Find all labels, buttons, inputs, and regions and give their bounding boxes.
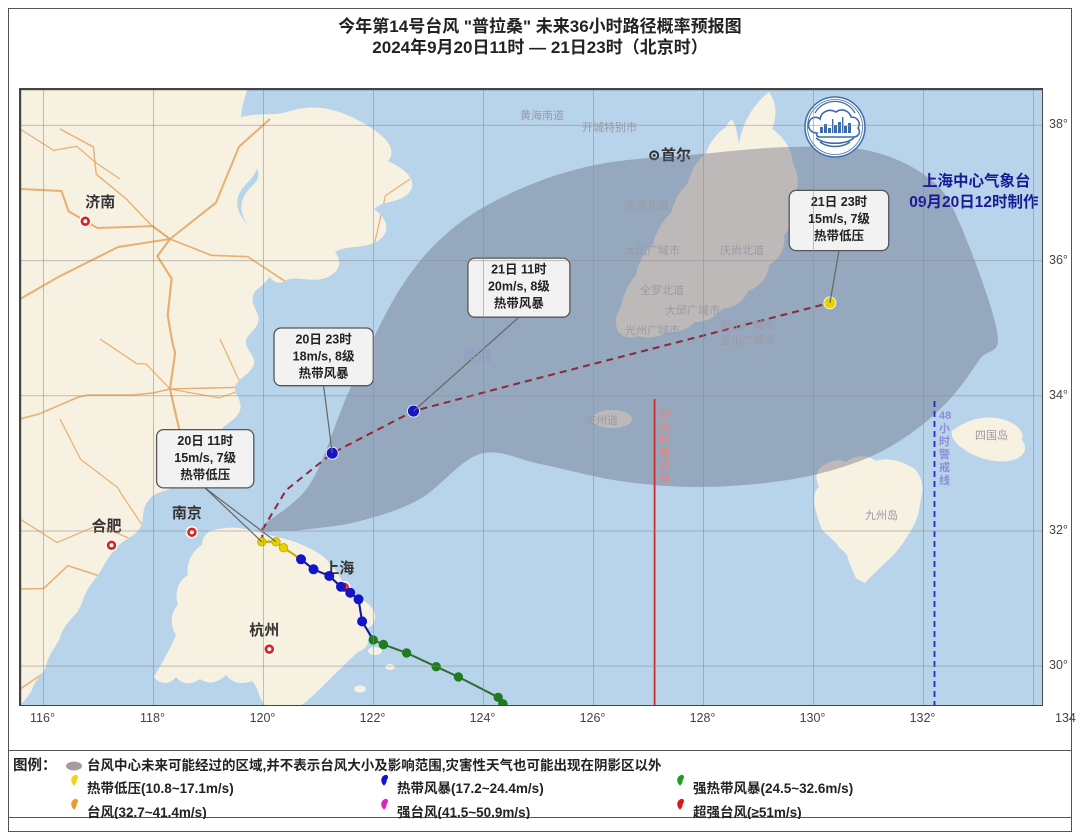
svg-text:台风中心未来可能经过的区域,并不表示台风大小及影响范围,灾害: 台风中心未来可能经过的区域,并不表示台风大小及影响范围,灾害性天气也可能出现在阴… bbox=[87, 757, 662, 773]
svg-text:热带低压: 热带低压 bbox=[180, 467, 231, 482]
svg-text:九州岛: 九州岛 bbox=[865, 508, 898, 522]
svg-text:20m/s, 8级: 20m/s, 8级 bbox=[488, 279, 550, 294]
svg-text:戒: 戒 bbox=[939, 460, 950, 474]
svg-text:热带风暴: 热带风暴 bbox=[494, 296, 545, 311]
svg-text:21日 11时: 21日 11时 bbox=[491, 263, 547, 277]
svg-text:警: 警 bbox=[939, 447, 950, 461]
svg-text:24: 24 bbox=[659, 408, 672, 420]
svg-text:时: 时 bbox=[939, 434, 950, 448]
svg-text:小: 小 bbox=[659, 420, 670, 433]
svg-text:忠清北道: 忠清北道 bbox=[625, 198, 669, 212]
svg-text:济州道: 济州道 bbox=[585, 413, 618, 427]
svg-text:黄海: 黄海 bbox=[462, 348, 492, 365]
svg-text:大田广域市: 大田广域市 bbox=[625, 243, 680, 257]
svg-text:21日 23时: 21日 23时 bbox=[811, 195, 868, 209]
svg-text:大邱广域市: 大邱广域市 bbox=[665, 303, 720, 317]
svg-text:黄海南道: 黄海南道 bbox=[520, 108, 564, 122]
svg-text:杭州: 杭州 bbox=[249, 621, 279, 639]
svg-text:热带低压: 热带低压 bbox=[814, 228, 865, 243]
svg-text:热带低压(10.8~17.1m/s): 热带低压(10.8~17.1m/s) bbox=[87, 780, 234, 796]
svg-text:强热带风暴(24.5~32.6m/s): 强热带风暴(24.5~32.6m/s) bbox=[693, 780, 853, 796]
svg-text:线: 线 bbox=[939, 473, 950, 487]
svg-text:南京: 南京 bbox=[172, 504, 202, 522]
svg-text:20日 23时: 20日 23时 bbox=[295, 332, 352, 346]
svg-text:开城特别市: 开城特别市 bbox=[582, 120, 637, 134]
svg-text:超强台风(≥51m/s): 超强台风(≥51m/s) bbox=[693, 804, 802, 819]
svg-text:强台风(41.5~50.9m/s): 强台风(41.5~50.9m/s) bbox=[397, 804, 530, 819]
svg-text:15m/s, 7级: 15m/s, 7级 bbox=[174, 450, 236, 465]
svg-text:热带风暴(17.2~24.4m/s): 热带风暴(17.2~24.4m/s) bbox=[397, 780, 544, 796]
svg-text:台风(32.7~41.4m/s): 台风(32.7~41.4m/s) bbox=[87, 804, 207, 819]
svg-text:15m/s, 7级: 15m/s, 7级 bbox=[808, 211, 870, 226]
svg-text:18m/s, 8级: 18m/s, 8级 bbox=[293, 348, 355, 363]
svg-text:四国岛: 四国岛 bbox=[975, 428, 1008, 442]
svg-text:戒: 戒 bbox=[659, 458, 670, 472]
svg-text:全罗北道: 全罗北道 bbox=[640, 283, 684, 297]
svg-text:蔚山广域市: 蔚山广域市 bbox=[720, 318, 775, 332]
svg-text:小: 小 bbox=[939, 422, 950, 435]
svg-text:图例：: 图例： bbox=[13, 757, 57, 774]
svg-text:合肥: 合肥 bbox=[92, 517, 122, 535]
svg-text:上海中心气象台: 上海中心气象台 bbox=[922, 171, 1031, 190]
svg-text:09月20日12时制作: 09月20日12时制作 bbox=[909, 193, 1039, 211]
svg-text:48: 48 bbox=[939, 410, 951, 422]
svg-text:20日 11时: 20日 11时 bbox=[177, 434, 233, 448]
svg-text:时: 时 bbox=[659, 432, 670, 446]
svg-text:济南: 济南 bbox=[85, 193, 115, 211]
svg-text:釜山广域市: 釜山广域市 bbox=[720, 333, 775, 347]
svg-text:警: 警 bbox=[659, 445, 670, 459]
svg-text:线: 线 bbox=[659, 471, 670, 485]
svg-text:热带风暴: 热带风暴 bbox=[299, 365, 350, 380]
svg-text:光州广域市: 光州广域市 bbox=[625, 323, 680, 337]
svg-text:庆尚北道: 庆尚北道 bbox=[720, 243, 764, 257]
